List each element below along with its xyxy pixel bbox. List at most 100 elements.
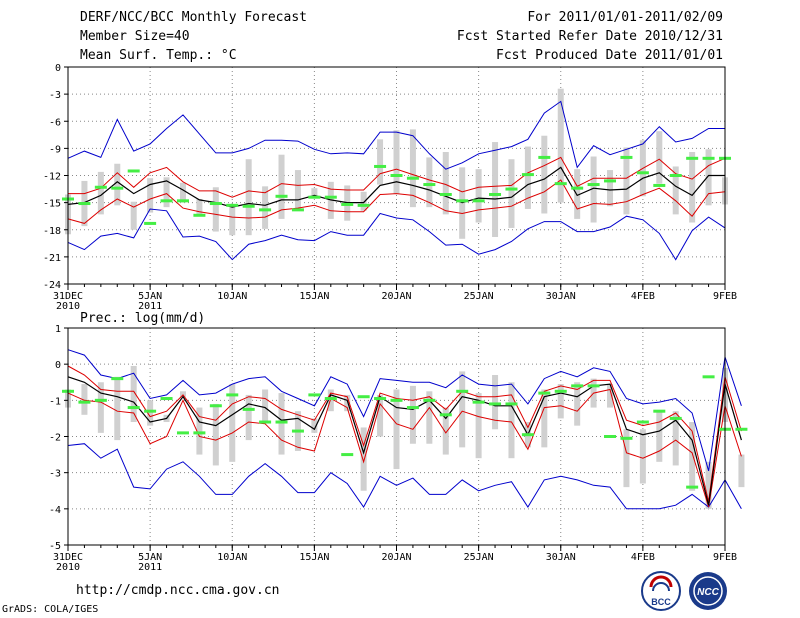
observed-marker bbox=[111, 377, 124, 381]
ensemble-box bbox=[705, 461, 712, 509]
ensemble-box bbox=[262, 186, 269, 229]
observed-marker bbox=[209, 202, 222, 206]
ensemble-box bbox=[689, 151, 696, 223]
observed-marker bbox=[259, 420, 272, 424]
ensemble-box bbox=[147, 178, 154, 213]
observed-marker bbox=[209, 404, 222, 408]
observed-marker bbox=[472, 199, 485, 203]
observed-marker bbox=[571, 384, 584, 388]
ensemble-box bbox=[656, 131, 663, 184]
ensemble-box bbox=[245, 159, 252, 236]
observed-marker bbox=[456, 389, 469, 393]
observed-marker bbox=[111, 186, 124, 190]
observed-marker bbox=[538, 391, 551, 395]
bcc-logo: BCC bbox=[641, 571, 681, 611]
observed-marker bbox=[538, 155, 551, 159]
y-tick-label: 0 bbox=[55, 63, 61, 74]
ensemble-box bbox=[689, 422, 696, 491]
ensemble-box bbox=[738, 454, 745, 488]
ensemble-box bbox=[409, 385, 416, 444]
fcst-started-label: Fcst Started Refer Date 2010/12/31 bbox=[456, 29, 723, 44]
observed-marker bbox=[374, 397, 387, 401]
ensemble-box bbox=[574, 169, 581, 219]
observed-marker bbox=[193, 431, 206, 435]
y-tick-label: -3 bbox=[49, 469, 61, 480]
x-tick-label: 5JAN bbox=[138, 291, 162, 302]
x-tick-label: 5JAN bbox=[138, 552, 162, 563]
observed-marker bbox=[324, 397, 337, 401]
observed-marker bbox=[636, 420, 649, 424]
ensemble-box bbox=[377, 394, 384, 437]
ensemble-box bbox=[475, 169, 482, 223]
ensemble-box bbox=[426, 157, 433, 208]
ensemble-box bbox=[360, 427, 367, 491]
observed-marker bbox=[390, 174, 403, 177]
observed-marker bbox=[226, 203, 239, 207]
upper-spread-line bbox=[67, 365, 742, 502]
y-tick-label: 0 bbox=[55, 360, 61, 371]
observed-marker bbox=[127, 406, 140, 410]
ensemble-box bbox=[245, 394, 252, 441]
ensemble-box bbox=[508, 382, 515, 459]
ensemble-box bbox=[327, 389, 334, 412]
max-line bbox=[67, 349, 742, 472]
ensemble-box bbox=[607, 170, 614, 207]
x-tick-year-label: 2010 bbox=[56, 562, 80, 573]
ensemble-mean-line bbox=[67, 376, 742, 506]
upper-spread-line bbox=[68, 156, 726, 198]
observed-marker bbox=[686, 156, 699, 160]
observed-marker bbox=[653, 409, 666, 413]
x-tick-label: 25JAN bbox=[464, 552, 494, 563]
y-tick-label: -1 bbox=[49, 396, 61, 407]
observed-marker bbox=[193, 213, 206, 217]
ensemble-box bbox=[179, 182, 186, 203]
ensemble-box bbox=[229, 384, 236, 462]
source-url[interactable]: http://cmdp.ncc.cma.gov.cn bbox=[76, 583, 280, 598]
ensemble-box bbox=[705, 149, 712, 206]
observed-marker bbox=[357, 395, 370, 399]
forecast-period-label: For 2011/01/01-2011/02/09 bbox=[527, 10, 723, 25]
ensemble-box bbox=[442, 407, 449, 455]
ensemble-box bbox=[81, 384, 88, 415]
observed-marker bbox=[604, 179, 617, 183]
observed-marker bbox=[291, 429, 304, 433]
observed-marker bbox=[521, 433, 534, 437]
ensemble-box bbox=[262, 389, 269, 423]
ensemble-box bbox=[229, 205, 236, 236]
x-tick-label: 25JAN bbox=[464, 291, 494, 302]
y-tick-label: -5 bbox=[49, 541, 61, 552]
observed-marker bbox=[472, 400, 485, 404]
observed-marker bbox=[291, 208, 304, 212]
y-tick-label: 1 bbox=[55, 324, 61, 335]
ensemble-box bbox=[294, 170, 301, 210]
x-tick-year-label: 2010 bbox=[56, 301, 80, 312]
observed-marker bbox=[144, 221, 157, 225]
x-tick-label: 10JAN bbox=[217, 552, 247, 563]
ensemble-box bbox=[114, 163, 121, 206]
observed-marker bbox=[505, 402, 518, 406]
observed-marker bbox=[521, 173, 534, 177]
observed-marker bbox=[94, 185, 107, 189]
observed-marker bbox=[275, 420, 288, 424]
observed-marker bbox=[669, 416, 682, 420]
y-tick-label: -4 bbox=[49, 505, 61, 516]
ensemble-box bbox=[557, 88, 564, 203]
ensemble-box bbox=[114, 376, 121, 441]
observed-marker bbox=[505, 187, 518, 191]
x-tick-label: 20JAN bbox=[381, 552, 411, 563]
ensemble-box bbox=[475, 393, 482, 459]
observed-marker bbox=[242, 204, 255, 208]
max-line bbox=[67, 100, 725, 170]
ensemble-box bbox=[492, 375, 499, 430]
observed-marker bbox=[620, 436, 633, 440]
svg-text:NCC: NCC bbox=[697, 587, 719, 598]
x-tick-label: 31DEC bbox=[53, 291, 83, 302]
x-tick-label: 4FEB bbox=[631, 552, 655, 563]
ensemble-box bbox=[311, 188, 318, 196]
observed-marker bbox=[406, 406, 419, 410]
x-tick-label: 30JAN bbox=[546, 291, 576, 302]
ensemble-box bbox=[147, 400, 154, 426]
ensemble-box bbox=[656, 411, 663, 462]
ensemble-box bbox=[590, 156, 597, 223]
